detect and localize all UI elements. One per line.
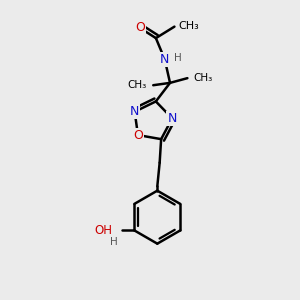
Text: N: N xyxy=(130,105,140,118)
Text: H: H xyxy=(110,237,118,247)
Text: N: N xyxy=(167,112,177,125)
Text: N: N xyxy=(160,53,169,66)
Text: H: H xyxy=(174,53,181,63)
Text: CH₃: CH₃ xyxy=(194,73,213,82)
Text: O: O xyxy=(135,21,145,34)
Text: CH₃: CH₃ xyxy=(127,80,146,90)
Text: OH: OH xyxy=(94,224,112,237)
Text: CH₃: CH₃ xyxy=(178,21,199,31)
Text: O: O xyxy=(133,129,143,142)
